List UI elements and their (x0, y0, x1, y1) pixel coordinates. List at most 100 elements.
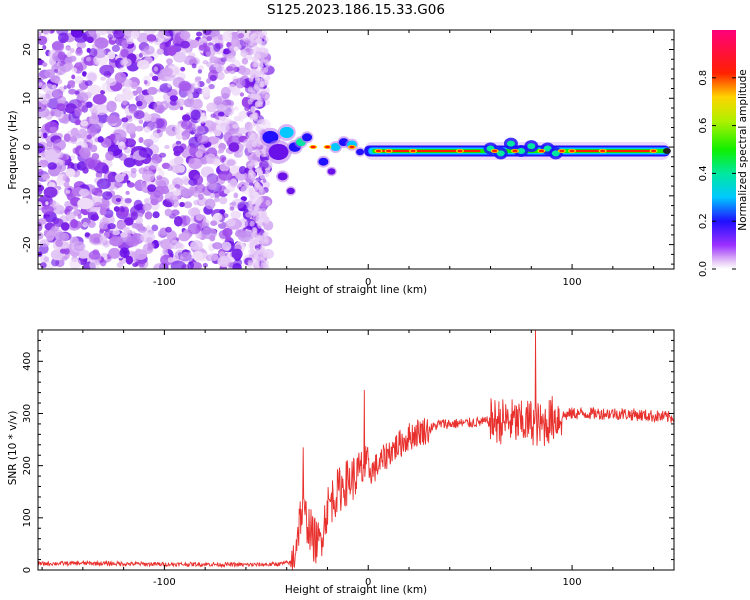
noise-cell (65, 46, 72, 51)
snr-x-tick-label: 0 (365, 577, 371, 588)
noise-cell (167, 83, 172, 88)
noise-cell (264, 87, 270, 94)
noise-cell (248, 126, 254, 133)
noise-cell (227, 63, 238, 74)
signal-cell (279, 126, 294, 139)
noise-cell (253, 44, 259, 51)
noise-cell (123, 138, 136, 148)
noise-cell (209, 193, 215, 199)
noise-cell (70, 127, 79, 137)
noise-cell (260, 88, 266, 95)
noise-cell (120, 207, 125, 213)
noise-cell (54, 109, 62, 118)
signal-cell (517, 147, 526, 154)
noise-cell (89, 114, 99, 125)
colorbar: 0.0 0.2 0.4 0.6 0.8 Normalized spectral ampl… (698, 30, 749, 277)
noise-cell (190, 109, 201, 121)
noise-cell (220, 57, 227, 62)
noise-cell (188, 178, 198, 186)
noise-cell (162, 248, 168, 254)
noise-cell (42, 45, 47, 50)
noise-cell (252, 227, 258, 234)
noise-cell (153, 66, 159, 72)
noise-cell (76, 41, 87, 49)
noise-cell (181, 215, 191, 226)
signal-cell (286, 187, 295, 195)
signal-cell (356, 148, 365, 156)
noise-cell (172, 177, 184, 188)
snr-y-tick-label: 300 (22, 404, 33, 423)
noise-cell (241, 57, 249, 65)
noise-cell (133, 110, 145, 120)
noise-cell (62, 175, 68, 182)
noise-cell (90, 207, 97, 213)
noise-cell (113, 30, 125, 40)
noise-cell (231, 86, 241, 96)
noise-cell (212, 254, 219, 261)
noise-cell (181, 251, 190, 259)
noise-cell (121, 117, 129, 123)
signal-cell (277, 172, 288, 181)
noise-cell (58, 32, 69, 44)
noise-cell (255, 37, 261, 44)
noise-cell (260, 253, 266, 260)
noise-cell (97, 136, 104, 143)
noise-cell (93, 104, 109, 116)
noise-cell (156, 167, 162, 172)
noise-cell (218, 147, 225, 154)
noise-cell (257, 235, 263, 242)
noise-cell (105, 151, 115, 161)
noise-cell (38, 93, 45, 102)
noise-cell (77, 100, 87, 112)
noise-cell (188, 93, 194, 100)
spectrogram-noise-cells (38, 30, 275, 269)
noise-cell (137, 59, 150, 70)
spectrogram-y-tick-label: -20 (22, 236, 33, 252)
spectrogram-y-tick-label: 20 (22, 43, 33, 56)
noise-cell (248, 76, 254, 83)
noise-cell (77, 214, 82, 220)
colorbar-tick-label: 0.8 (698, 70, 709, 86)
noise-cell (167, 165, 173, 172)
noise-cell (195, 88, 204, 95)
noise-cell (130, 81, 138, 90)
noise-cell (133, 199, 143, 211)
signal-cell (262, 130, 279, 144)
noise-cell (151, 224, 159, 232)
noise-cell (253, 83, 259, 90)
noise-cell (42, 83, 55, 93)
noise-cell (143, 79, 148, 85)
noise-cell (229, 206, 235, 211)
noise-cell (219, 196, 228, 205)
noise-cell (262, 178, 267, 183)
noise-cell (197, 69, 203, 74)
noise-cell (228, 142, 240, 152)
noise-cell (259, 81, 265, 88)
noise-cell (121, 30, 132, 40)
noise-cell (70, 155, 76, 160)
noise-cell (230, 210, 242, 220)
spectrogram-y-tick-label: -10 (22, 188, 33, 204)
signal-cell (543, 145, 552, 152)
noise-cell (242, 138, 254, 149)
noise-cell (150, 192, 164, 203)
noise-cell (147, 184, 157, 193)
signal-hotspot (410, 149, 416, 153)
noise-cell (182, 135, 188, 141)
noise-cell (170, 239, 180, 250)
colorbar-tick-label: 0.0 (698, 261, 709, 277)
noise-cell (115, 198, 122, 202)
noise-cell (173, 145, 184, 154)
noise-cell (223, 157, 237, 168)
noise-cell (149, 159, 159, 170)
noise-cell (253, 254, 259, 261)
noise-cell (102, 191, 113, 200)
noise-cell (257, 191, 263, 197)
noise-cell (217, 34, 224, 41)
noise-cell (247, 200, 253, 207)
noise-cell (156, 48, 164, 55)
noise-cell (153, 263, 166, 269)
noise-cell (116, 221, 126, 230)
noise-cell (42, 132, 48, 139)
noise-cell (138, 147, 153, 158)
